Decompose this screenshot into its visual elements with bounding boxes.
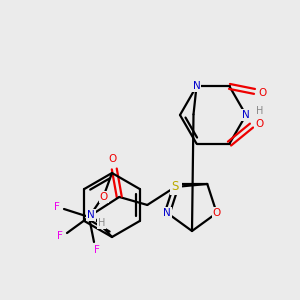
Text: N: N [193,81,200,92]
Text: N: N [242,110,250,120]
Text: S: S [172,181,179,194]
Text: O: O [258,88,267,98]
Text: N: N [164,208,171,218]
Text: H: H [98,218,105,228]
Text: N: N [173,179,181,189]
Text: F: F [54,202,60,212]
Text: H: H [256,106,264,116]
Text: O: O [255,118,264,129]
Text: F: F [94,245,100,255]
Text: N: N [87,210,95,220]
Text: F: F [57,231,63,241]
Text: O: O [213,208,221,218]
Text: O: O [108,154,116,164]
Text: O: O [100,192,108,202]
